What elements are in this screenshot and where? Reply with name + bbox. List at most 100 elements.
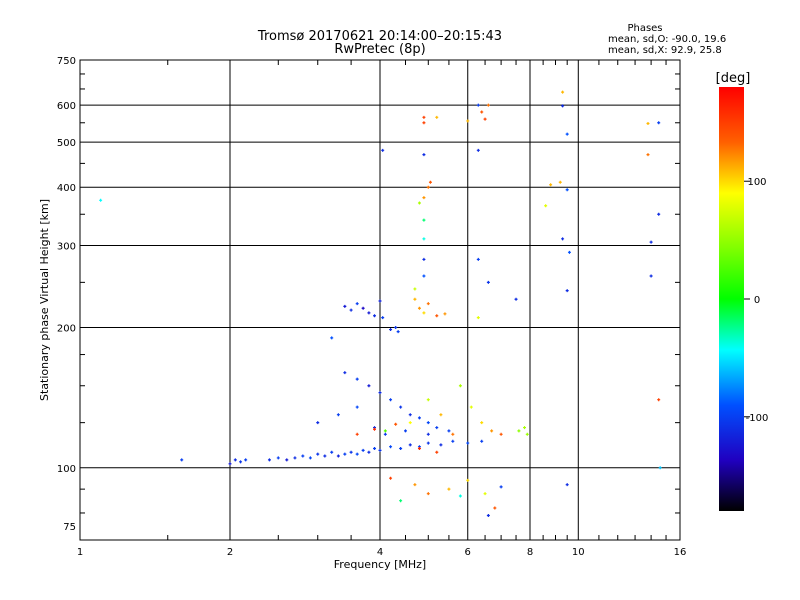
data-point — [285, 458, 289, 462]
phases-annotation: Phases mean, sd,O: -90.0, 19.6 mean, sd,… — [608, 23, 726, 56]
y-tick-label: 100 — [57, 464, 76, 475]
x-tick-label: 4 — [377, 547, 383, 558]
data-point — [435, 115, 439, 119]
data-point — [428, 180, 432, 184]
data-point — [316, 421, 320, 425]
data-point — [413, 287, 417, 291]
colorbar-tick-label: -100 — [746, 413, 769, 424]
data-point — [399, 447, 403, 451]
x-tick-label: 1 — [77, 547, 83, 558]
data-point — [469, 405, 473, 409]
data-point — [499, 485, 503, 489]
data-point — [565, 188, 569, 192]
data-point — [378, 448, 382, 452]
data-point — [308, 456, 312, 460]
y-tick-label: 600 — [57, 101, 76, 112]
plot-area: 1 2 4 6 8 10 16 75 100 200 300 400 500 600 750 — [57, 56, 686, 558]
data-point — [293, 456, 297, 460]
data-point — [649, 274, 653, 278]
data-point — [228, 462, 232, 466]
y-tick-label: 75 — [63, 522, 76, 533]
data-point — [389, 328, 393, 332]
data-point — [458, 384, 462, 388]
data-point — [476, 257, 480, 261]
data-point — [426, 421, 430, 425]
data-point — [355, 302, 359, 306]
data-point — [544, 204, 548, 208]
data-point — [525, 432, 529, 436]
data-point — [458, 494, 462, 498]
colorbar-ticks: 100 0 -100 — [744, 177, 768, 424]
colorbar-tick-label: 0 — [754, 295, 760, 306]
data-point — [99, 198, 103, 202]
data-point — [349, 308, 353, 312]
data-point — [381, 148, 385, 152]
y-tick-label: 750 — [57, 56, 76, 67]
data-point — [244, 458, 248, 462]
colorbar: [deg] 100 0 -100 — [716, 71, 768, 511]
data-point — [417, 201, 421, 205]
data-point — [422, 218, 426, 222]
data-point — [408, 443, 412, 447]
data-point — [276, 456, 280, 460]
data-point — [422, 196, 426, 200]
data-point — [483, 492, 487, 496]
chart-title: Tromsø 20170621 20:14:00–20:15:43 — [257, 29, 502, 44]
data-point — [343, 452, 347, 456]
phases-title: Phases — [627, 23, 662, 34]
data-point — [658, 466, 662, 470]
data-point — [486, 514, 490, 518]
data-point — [417, 306, 421, 310]
data-point — [417, 447, 421, 451]
data-point — [426, 185, 430, 189]
data-point — [367, 384, 371, 388]
data-point — [447, 487, 451, 491]
data-point — [439, 413, 443, 417]
data-point — [396, 330, 400, 334]
data-point — [493, 506, 497, 510]
data-point — [383, 429, 387, 433]
x-tick-label: 6 — [465, 547, 471, 558]
data-point — [389, 398, 393, 402]
data-point — [373, 314, 377, 318]
chart-subtitle: RwPretec (8p) — [334, 42, 425, 57]
data-point — [378, 391, 382, 395]
data-point — [435, 450, 439, 454]
y-tick-label: 300 — [57, 241, 76, 252]
data-point — [439, 443, 443, 447]
x-axis-label: Frequency [MHz] — [334, 558, 426, 571]
data-point — [233, 458, 237, 462]
data-point — [343, 371, 347, 375]
phases-line-o: mean, sd,O: -90.0, 19.6 — [608, 34, 726, 45]
data-point — [451, 439, 455, 443]
data-point — [394, 422, 398, 426]
data-point — [349, 450, 353, 454]
data-point — [435, 314, 439, 318]
data-point — [323, 454, 327, 458]
data-point — [301, 454, 305, 458]
data-point — [649, 240, 653, 244]
data-point — [381, 316, 385, 320]
data-point — [330, 450, 334, 454]
data-point — [408, 413, 412, 417]
data-point — [657, 212, 661, 216]
colorbar-gradient — [719, 87, 744, 511]
data-point — [657, 121, 661, 125]
data-point — [490, 429, 494, 433]
data-point — [480, 421, 484, 425]
data-point — [426, 398, 430, 402]
data-point — [355, 452, 359, 456]
data-point — [499, 432, 503, 436]
data-point — [558, 180, 562, 184]
data-point — [561, 90, 565, 94]
data-point — [426, 441, 430, 445]
data-point — [355, 432, 359, 436]
y-tick-label: 200 — [57, 324, 76, 335]
data-point — [413, 483, 417, 487]
data-point — [466, 441, 470, 445]
data-point — [383, 432, 387, 436]
data-point — [565, 483, 569, 487]
data-point — [443, 312, 447, 316]
y-axis-label: Stationary phase Virtual Height [km] — [38, 199, 51, 401]
